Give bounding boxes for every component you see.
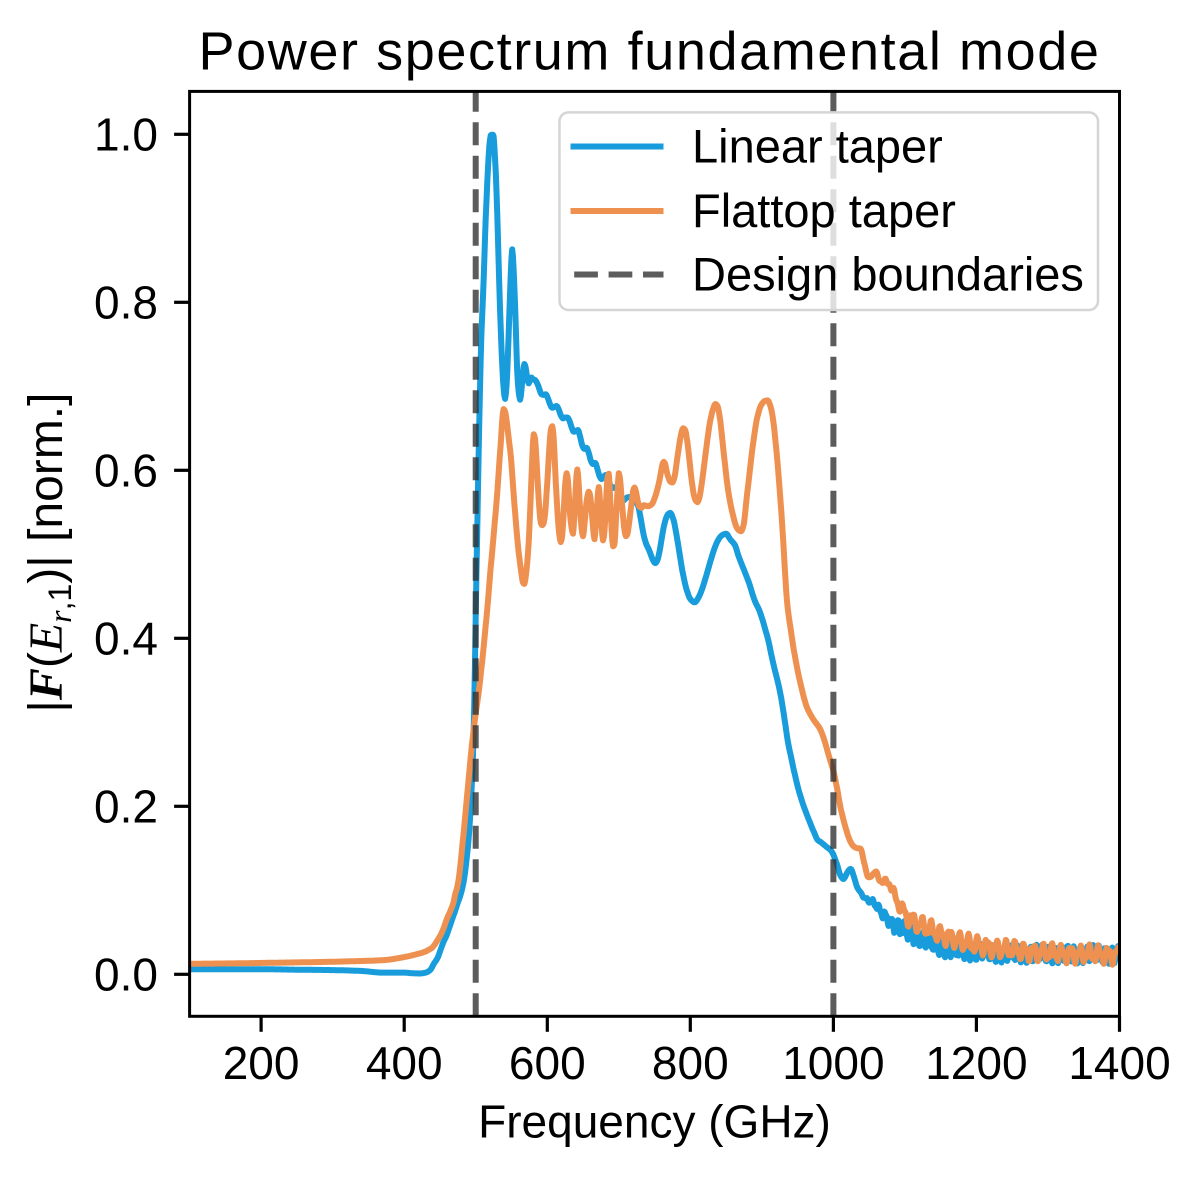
svg-text:1000: 1000 (782, 1037, 884, 1089)
svg-text:0.4: 0.4 (94, 613, 158, 665)
svg-text:0.2: 0.2 (94, 781, 158, 833)
svg-text:800: 800 (652, 1037, 729, 1089)
svg-text:600: 600 (509, 1037, 586, 1089)
svg-text:1400: 1400 (1068, 1037, 1170, 1089)
svg-text:Flattop taper: Flattop taper (692, 184, 956, 237)
svg-text:200: 200 (223, 1037, 300, 1089)
svg-text:Frequency (GHz): Frequency (GHz) (478, 1095, 831, 1147)
svg-text:|F(Er,1)| [norm.]: |F(Er,1)| [norm.] (20, 393, 78, 713)
svg-text:Power spectrum fundamental mod: Power spectrum fundamental mode (198, 22, 1100, 82)
svg-text:Linear taper: Linear taper (692, 120, 943, 173)
svg-text:0.8: 0.8 (94, 277, 158, 329)
svg-text:Design boundaries: Design boundaries (692, 248, 1084, 301)
svg-text:0.0: 0.0 (94, 949, 158, 1001)
svg-text:0.6: 0.6 (94, 445, 158, 497)
svg-text:1200: 1200 (925, 1037, 1027, 1089)
svg-text:400: 400 (366, 1037, 443, 1089)
svg-text:1.0: 1.0 (94, 109, 158, 161)
